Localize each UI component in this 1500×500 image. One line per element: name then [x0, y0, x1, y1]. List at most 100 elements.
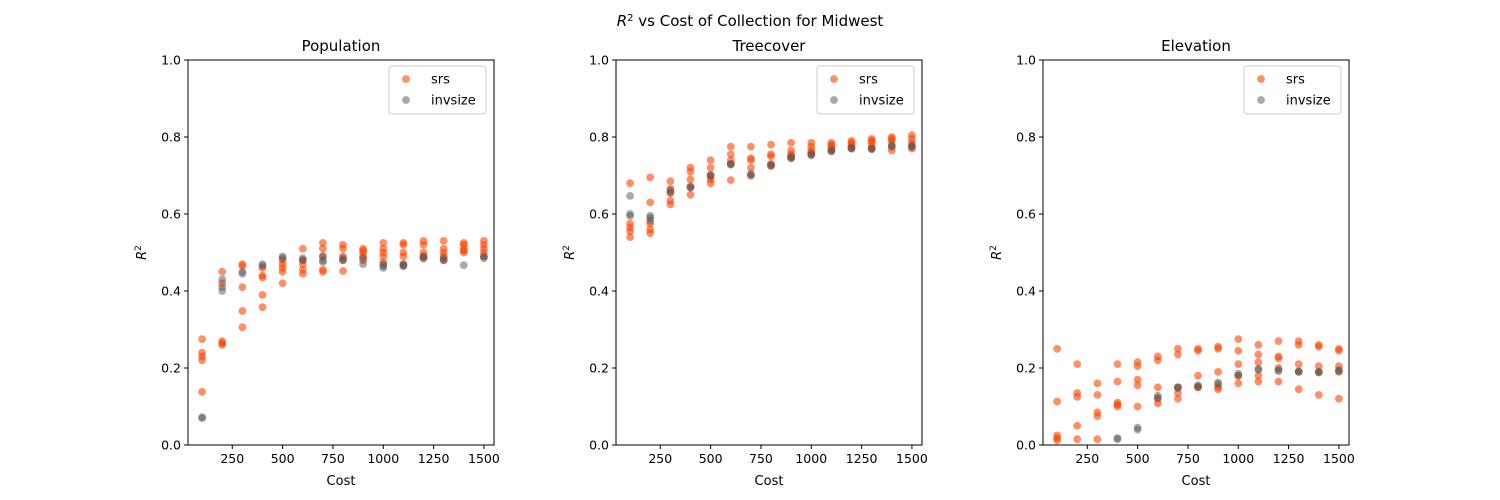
srs-point [646, 173, 655, 182]
invsize-point [908, 143, 916, 151]
data-points [198, 237, 488, 422]
srs-point [767, 140, 775, 149]
srs-point [399, 240, 408, 249]
invsize-point [1113, 435, 1122, 444]
srs-point [1053, 344, 1061, 353]
legend-label-invsize: invsize [859, 94, 904, 109]
x-tick-label: 1250 [846, 451, 878, 466]
invsize-point [767, 162, 775, 170]
y-tick-label: 0.8 [1016, 130, 1036, 145]
srs-point [1314, 342, 1323, 351]
srs-point [218, 341, 227, 349]
invsize-point [747, 171, 755, 180]
srs-point [1234, 346, 1243, 355]
y-tick-label: 1.0 [161, 53, 181, 68]
srs-point [1053, 397, 1061, 406]
srs-point [1294, 341, 1303, 349]
invsize-point [258, 262, 267, 270]
axes-frame [615, 59, 923, 446]
srs-point [439, 237, 448, 245]
srs-point [787, 138, 795, 147]
srs-point [1294, 385, 1303, 394]
srs-point [298, 244, 307, 253]
subplot-title: Population [302, 37, 381, 55]
invsize-point [1274, 367, 1283, 375]
invsize-point [359, 254, 367, 263]
invsize-point [847, 144, 856, 153]
invsize-point [626, 212, 634, 220]
y-tick-label: 0.4 [589, 284, 609, 299]
invsize-point [1133, 425, 1142, 434]
srs-point [1194, 346, 1202, 355]
srs-point [666, 200, 675, 209]
srs-point [1214, 344, 1222, 353]
srs-point [1194, 371, 1202, 380]
invsize-point [1194, 382, 1202, 391]
legend-marker-invsize [402, 96, 410, 104]
data-points [626, 131, 916, 242]
legend-marker-srs [1257, 75, 1265, 83]
invsize-point [626, 192, 634, 200]
srs-point [706, 179, 715, 188]
srs-point [686, 167, 695, 176]
srs-point [1234, 379, 1243, 388]
invsize-point [480, 254, 488, 263]
srs-point [1274, 337, 1283, 345]
x-tick-label: 1500 [896, 451, 928, 466]
invsize-point [1153, 394, 1162, 402]
srs-point [726, 176, 735, 185]
srs-point [1174, 344, 1182, 353]
y-tick-label: 0.6 [1016, 207, 1036, 222]
subplot-panels: 250 500 750 1000 1250 1500 0.0 0.2 0.4 0.6 0.8 1.0 P… [134, 37, 1355, 489]
srs-point [319, 244, 327, 253]
srs-point [1093, 435, 1102, 444]
invsize-point [1294, 368, 1303, 376]
y-tick-label: 0.8 [589, 130, 609, 145]
x-tick-label: 1250 [1273, 451, 1305, 466]
srs-point [706, 156, 715, 165]
y-tick-label: 0.2 [1016, 361, 1036, 376]
srs-point [1073, 421, 1082, 430]
invsize-point [1314, 368, 1323, 377]
legend-marker-srs [830, 75, 838, 83]
srs-point [1073, 360, 1082, 368]
invsize-point [887, 142, 896, 151]
srs-point [1133, 402, 1142, 411]
srs-point [1254, 371, 1263, 380]
srs-point [419, 240, 428, 249]
invsize-point [686, 183, 695, 192]
srs-point [1153, 383, 1162, 392]
x-tick-label: 1000 [367, 451, 399, 466]
invsize-point [807, 151, 816, 160]
srs-point [767, 152, 775, 161]
y-tick-label: 0.6 [589, 207, 609, 222]
invsize-point [706, 172, 715, 181]
srs-point [339, 267, 347, 275]
srs-point [1335, 346, 1343, 355]
srs-point [1053, 436, 1061, 445]
srs-point [747, 142, 755, 151]
invsize-point [379, 264, 388, 272]
subplot-population: 250 500 750 1000 1250 1500 0.0 0.2 0.4 0.6 0.8 1.0 P… [134, 37, 500, 489]
invsize-point [298, 256, 307, 265]
legend-marker-invsize [1257, 96, 1265, 104]
y-tick-label: 0.0 [1016, 438, 1036, 453]
srs-point [238, 262, 247, 270]
legend-marker-invsize [830, 96, 838, 104]
srs-point [1254, 341, 1263, 349]
invsize-point [1174, 384, 1182, 392]
srs-point [198, 388, 207, 396]
srs-point [459, 248, 468, 257]
invsize-point [339, 256, 347, 265]
invsize-point [726, 160, 735, 169]
x-tick-label: 500 [699, 451, 723, 466]
srs-point [258, 273, 267, 282]
invsize-point [827, 147, 836, 156]
srs-point [258, 291, 267, 299]
x-axis-label: Cost [327, 474, 356, 489]
x-tick-label: 750 [749, 451, 773, 466]
srs-point [1335, 394, 1343, 403]
srs-point [626, 227, 634, 236]
srs-point [626, 233, 634, 242]
